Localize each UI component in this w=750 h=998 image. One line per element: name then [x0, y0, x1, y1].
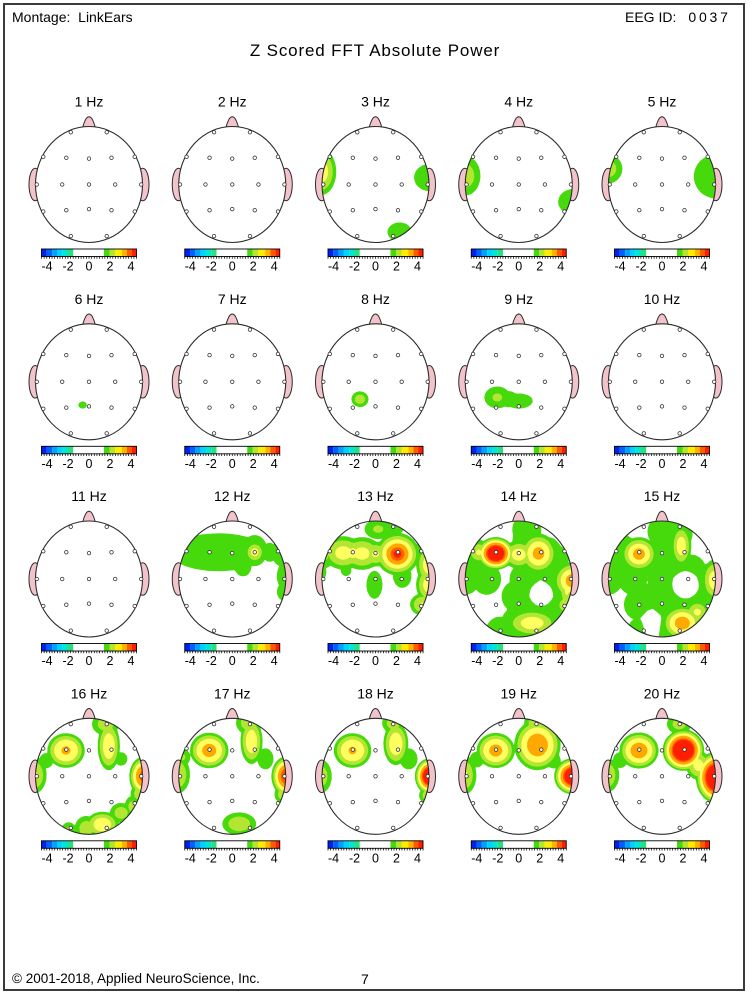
svg-text:11 Hz: 11 Hz [71, 488, 107, 504]
svg-text:12 Hz: 12 Hz [214, 488, 251, 504]
svg-text:17 Hz: 17 Hz [214, 685, 251, 701]
svg-text:7 Hz: 7 Hz [218, 291, 247, 307]
svg-text:9 Hz: 9 Hz [504, 291, 533, 307]
svg-text:19 Hz: 19 Hz [500, 685, 537, 701]
svg-text:14 Hz: 14 Hz [500, 488, 537, 504]
svg-text:13 Hz: 13 Hz [357, 488, 394, 504]
svg-text:10 Hz: 10 Hz [644, 291, 681, 307]
svg-text:16 Hz: 16 Hz [71, 685, 108, 701]
svg-text:8 Hz: 8 Hz [361, 291, 390, 307]
svg-text:4 Hz: 4 Hz [504, 94, 533, 110]
svg-text:15 Hz: 15 Hz [644, 488, 681, 504]
svg-text:6 Hz: 6 Hz [75, 291, 104, 307]
svg-text:2 Hz: 2 Hz [218, 94, 247, 110]
svg-text:18 Hz: 18 Hz [357, 685, 394, 701]
svg-text:20 Hz: 20 Hz [644, 685, 681, 701]
svg-text:5 Hz: 5 Hz [648, 94, 677, 110]
svg-text:1 Hz: 1 Hz [75, 94, 104, 110]
svg-text:3 Hz: 3 Hz [361, 94, 390, 110]
